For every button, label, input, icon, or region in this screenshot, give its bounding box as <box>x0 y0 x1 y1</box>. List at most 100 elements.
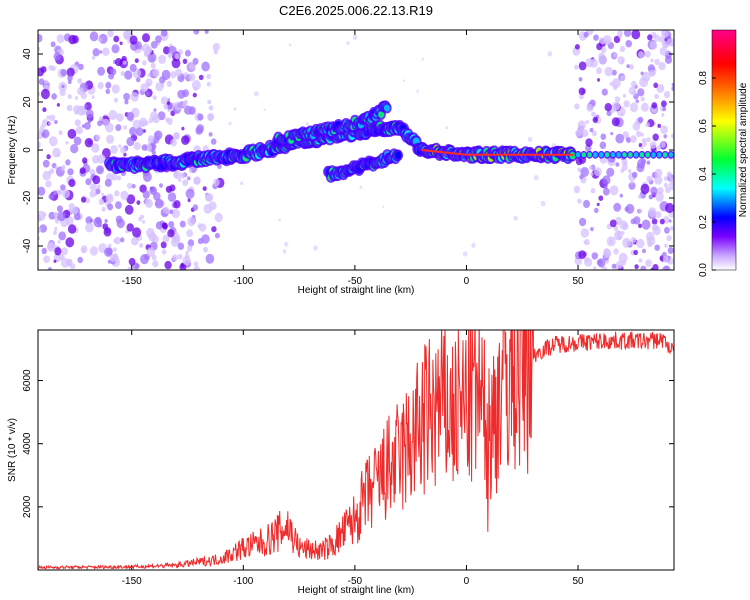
spectrogram-blob <box>590 172 594 176</box>
spectrogram-blob <box>114 190 120 197</box>
spectrogram-blob <box>92 175 101 185</box>
spectrogram-blob <box>61 84 65 89</box>
spectrogram-blob <box>609 239 613 244</box>
spectrogram-blob <box>116 218 125 229</box>
spectrogram-blob <box>609 185 619 196</box>
spectrogram-blob <box>44 79 48 85</box>
spectrogram-blob <box>663 134 667 139</box>
spectrogram-blob <box>145 198 153 208</box>
spectrogram-blob <box>640 96 645 102</box>
spectrogram-blob <box>120 237 125 243</box>
spectrogram-blob <box>359 185 363 189</box>
spectrogram-blob <box>593 34 599 41</box>
spectrogram-blob <box>149 186 157 195</box>
spectrogram-blob <box>123 92 130 101</box>
spectrogram-blob <box>616 260 624 269</box>
y-tick-label: -20 <box>22 190 33 205</box>
spectrogram-blob <box>193 177 201 185</box>
x-tick-label: 50 <box>572 576 584 587</box>
spectrogram-blob <box>638 194 642 199</box>
spectrogram-blob <box>196 124 204 133</box>
spectrogram-blob <box>113 35 120 43</box>
spectrogram-blob <box>647 241 653 248</box>
spectrogram-blob <box>46 154 51 160</box>
spectrogram-blob <box>383 104 390 112</box>
spectrogram-blob <box>177 89 186 99</box>
spectrogram-blob <box>662 106 666 112</box>
spectrogram-blob <box>628 169 632 173</box>
spectrogram-blob <box>57 211 66 222</box>
spectrogram-blob <box>662 152 668 158</box>
spectrogram-blob <box>632 90 637 96</box>
spectrogram-blob <box>158 54 167 64</box>
spectrogram-blob <box>167 229 175 238</box>
spectrogram-blob <box>171 58 181 69</box>
spectrogram-blob <box>653 34 660 42</box>
spectrogram-blob <box>633 152 639 158</box>
spectrogram-blob <box>115 201 122 210</box>
spectrogram-blob <box>578 77 583 82</box>
spectrogram-blob <box>533 174 539 181</box>
spectrogram-blob <box>131 236 139 246</box>
snr-panel: 2000 4000 6000 -150 -100 -50 0 50 Height of st… <box>7 329 675 596</box>
spectrogram-blob <box>599 152 604 158</box>
spectrogram-blob <box>651 102 658 109</box>
spectrogram-blob <box>70 144 79 154</box>
spectrogram-blob <box>620 59 625 64</box>
spectrogram-blob <box>652 264 659 270</box>
spectrogram-blob <box>154 198 164 209</box>
spectrogram-blob <box>625 40 632 48</box>
spectrogram-blob <box>152 95 157 101</box>
spectrogram-blob <box>652 133 659 141</box>
spectrogram-blob <box>115 58 123 67</box>
spectrogram-blob <box>661 30 669 38</box>
spectrogram-blob <box>187 216 196 227</box>
spectrogram-blob <box>46 115 51 120</box>
spectrogram-blob <box>148 117 153 124</box>
spectrogram-blob <box>611 69 617 76</box>
spectrogram-blob <box>654 244 660 251</box>
spectrogram-blob <box>610 131 614 136</box>
spectrogram-blob <box>67 168 74 176</box>
spectrogram-blob <box>123 125 127 130</box>
spectrogram-blob <box>655 191 664 202</box>
spectrogram-blob <box>240 181 244 186</box>
spectrogram-blob <box>181 101 188 108</box>
spectrogram-blob <box>664 243 668 248</box>
spectrogram-blob <box>416 89 419 93</box>
spectrogram-blob <box>130 92 139 102</box>
spectrogram-blob <box>660 141 666 148</box>
spectrogram-blob <box>68 178 76 188</box>
spectrogram-blob <box>578 61 587 71</box>
snr-series-line <box>38 330 674 570</box>
spectrogram-blob <box>192 92 197 98</box>
spectrogram-blob <box>637 88 645 97</box>
spectrogram-blob <box>181 135 190 145</box>
spectrogram-blob <box>91 143 100 153</box>
spectrogram-blob <box>45 180 52 188</box>
spectrogram-blob <box>580 167 589 177</box>
spectrogram-blob <box>613 35 621 44</box>
spectrogram-blob <box>92 48 100 57</box>
spectrogram-blob <box>166 80 172 87</box>
spectrogram-blob <box>93 217 103 228</box>
spectrogram-blob <box>580 228 589 238</box>
snr-x-ticks: -150 -100 -50 0 50 <box>122 330 584 587</box>
spectrogram-blob <box>619 75 626 82</box>
x-tick-label: -50 <box>348 276 363 287</box>
spectrogram-blob <box>597 78 600 82</box>
spectrogram-blob <box>305 122 309 126</box>
spectrogram-blob <box>659 218 665 225</box>
spectrogram-blob <box>46 241 56 252</box>
spectrogram-blob <box>636 163 645 173</box>
spectrogram-blob <box>120 71 125 76</box>
spectrogram-blob <box>57 240 61 244</box>
spectrogram-blob <box>56 189 62 195</box>
spectrogram-blob <box>613 248 619 255</box>
colorbar-tick-label: 0.0 <box>698 263 709 277</box>
spectrogram-blob <box>656 83 665 93</box>
spectrogram-blob <box>53 259 57 263</box>
spectrogram-blob <box>619 193 623 198</box>
spectrogram-blob <box>56 34 65 44</box>
spectrogram-blob <box>671 133 674 139</box>
